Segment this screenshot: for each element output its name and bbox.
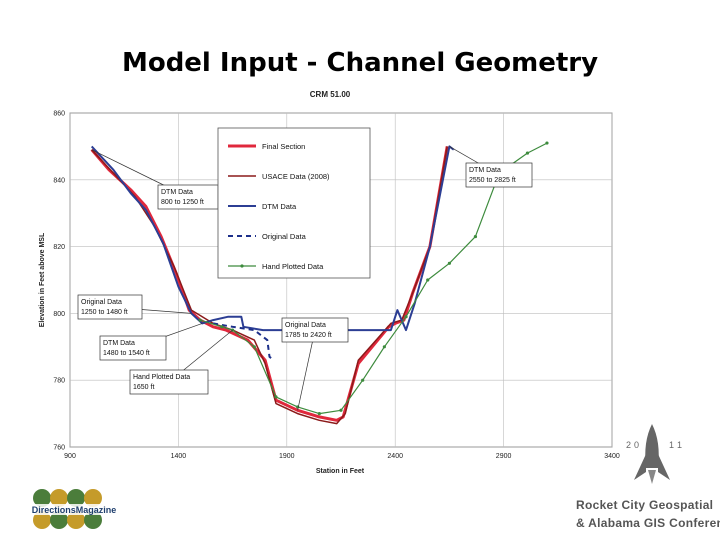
series-point: [473, 234, 478, 239]
year-digit: 1: [669, 440, 674, 450]
y-axis-label: Elevation in Feet above MSL: [39, 232, 46, 327]
annotation-text: Original Data: [285, 322, 326, 329]
legend-box: [217, 127, 371, 279]
annotation-arrow: [297, 329, 316, 411]
series-point: [274, 395, 278, 399]
series-point: [447, 261, 451, 265]
annotation-box: [77, 294, 143, 320]
y-tick-label: 860: [53, 111, 65, 118]
x-axis-label: Station in Feet: [316, 468, 365, 475]
series-point: [404, 315, 408, 319]
slide-title: Model Input - Channel Geometry: [121, 48, 599, 78]
y-tick-label: 800: [53, 311, 65, 318]
annotation-box: [465, 162, 533, 188]
chart-ticks: 760 780 800 820 840 860 900 1400 1900 2400 2900 340…: [53, 111, 620, 461]
year-digit: 1: [677, 440, 682, 450]
series-line-0: [90, 146, 449, 422]
series-point: [252, 345, 256, 349]
y-tick-label: 820: [53, 244, 65, 251]
x-tick-label: 3400: [604, 453, 620, 460]
y-tick-label: 760: [53, 445, 65, 452]
globe-icon: [33, 489, 102, 529]
series-point: [525, 151, 530, 155]
conference-line-1: Rocket City Geospatial: [576, 498, 714, 512]
chart-title: CRM 51.00: [310, 90, 351, 99]
annotation-text: 1250 to 1480 ft: [81, 309, 128, 316]
y-tick-label: 780: [53, 378, 65, 385]
annotation-text: 800 to 1250 ft: [161, 199, 204, 206]
annotation-text: DTM Data: [469, 167, 501, 174]
annotation-text: Hand Plotted Data: [133, 374, 190, 381]
series-point: [361, 378, 365, 382]
x-tick-label: 1400: [171, 453, 187, 460]
year-digit: 0: [634, 440, 639, 450]
legend-label: USACE Data (2008): [262, 172, 330, 181]
chart-series: [90, 141, 549, 425]
annotation-text: 1650 ft: [133, 384, 154, 391]
series-point: [545, 141, 549, 145]
x-tick-label: 900: [64, 453, 76, 460]
annotation-text: DTM Data: [103, 340, 135, 347]
series-line-3: [212, 322, 275, 361]
legend-label: Original Data: [262, 232, 307, 241]
legend-label: Hand Plotted Data: [262, 262, 324, 271]
chart-annotations: DTM Data 800 to 1250 ft Original Data 1250 …: [77, 146, 533, 411]
annotation-box: [129, 369, 209, 395]
year-digit: 2: [626, 440, 631, 450]
series-point: [317, 412, 321, 416]
legend-label: Final Section: [262, 142, 305, 151]
series-point: [198, 318, 202, 322]
directions-magazine-logo: DirectionsMagazine: [32, 489, 116, 529]
logo-left-text: DirectionsMagazine: [32, 505, 116, 515]
annotation-text: 2550 to 2825 ft: [469, 177, 516, 184]
y-tick-label: 840: [53, 177, 65, 184]
chart-legend: Final Section USACE Data (2008) DTM Data Or…: [217, 127, 371, 279]
annotation-text: Original Data: [81, 299, 122, 306]
legend-marker: [240, 264, 244, 268]
series-point: [339, 408, 343, 412]
conference-line-2: & Alabama GIS Conference: [576, 516, 720, 530]
x-tick-label: 2900: [496, 453, 512, 460]
annotation-box: [281, 317, 349, 343]
annotation-text: 1480 to 1540 ft: [103, 350, 150, 357]
annotation-box: [99, 335, 167, 361]
x-tick-label: 1900: [279, 453, 295, 460]
series-line-2: [90, 145, 455, 332]
legend-label: DTM Data: [262, 202, 297, 211]
series-point: [220, 325, 224, 329]
annotation-text: 1785 to 2420 ft: [285, 332, 332, 339]
series-point: [426, 278, 430, 282]
x-tick-label: 2400: [387, 453, 403, 460]
series-point: [382, 345, 386, 349]
rocket-city-conference-logo: 2 0 1 1 Rocket City Geospatial & Alabama…: [568, 420, 720, 540]
annotation-text: DTM Data: [161, 189, 193, 196]
rocket-icon: 2 0 1 1: [626, 424, 682, 484]
annotation-box: [157, 184, 219, 210]
